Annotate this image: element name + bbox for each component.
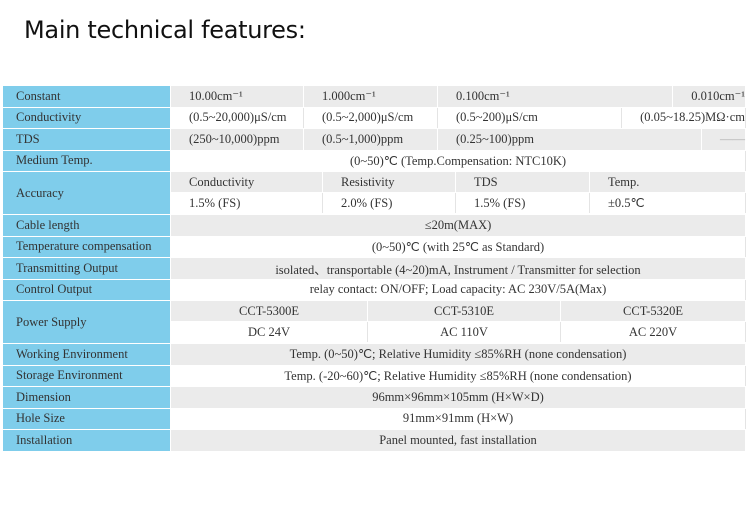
cell: —— [702, 129, 746, 150]
cell: relay contact: ON/OFF; Load capacity: AC… [171, 279, 746, 300]
row-label: Cable length [3, 215, 171, 236]
row-label: Working Environment [3, 344, 171, 365]
row-accuracy: Accuracy Conductivity Resistivity TDS Te… [3, 172, 746, 215]
cell: ±0.5℃ [590, 193, 746, 213]
row-label: Accuracy [3, 172, 171, 214]
cell: 1.5% (FS) [456, 193, 590, 213]
row-label: TDS [3, 129, 171, 150]
row-storage: Storage Environment Temp. (-20~60)℃; Rel… [3, 365, 746, 387]
cell: 2.0% (FS) [323, 193, 456, 213]
cell: Conductivity [171, 172, 323, 192]
cell: (0.5~20,000)μS/cm [171, 107, 304, 128]
cell: Temp. (-20~60)℃; Relative Humidity ≤85%R… [171, 365, 746, 386]
row-installation: Installation Panel mounted, fast install… [3, 430, 746, 452]
row-medium-temp: Medium Temp. (0~50)℃ (Temp.Compensation:… [3, 150, 746, 172]
row-label: Conductivity [3, 107, 171, 128]
row-label: Temperature compensation [3, 236, 171, 257]
row-label: Installation [3, 430, 171, 451]
row-label: Constant [3, 86, 171, 107]
cell: 0.100cm⁻¹ [438, 86, 674, 107]
row-label: Storage Environment [3, 365, 171, 386]
spec-table: Constant 10.00cm⁻¹ 1.000cm⁻¹ 0.100cm⁻¹ 0… [3, 86, 746, 452]
cell: 10.00cm⁻¹ [171, 86, 304, 107]
cell: (0.5~1,000)ppm [304, 129, 438, 150]
cell: (0.05~18.25)MΩ·cm [622, 107, 746, 128]
cell: Resistivity [323, 172, 456, 192]
cell: (0.5~2,000)μS/cm [304, 107, 438, 128]
cell: Temp. [590, 172, 746, 192]
cell: (0~50)℃ (with 25℃ as Standard) [171, 236, 746, 257]
cell: ≤20m(MAX) [171, 215, 746, 236]
cell: (0.5~200)μS/cm [438, 107, 623, 128]
cell: 0.010cm⁻¹ [673, 86, 746, 107]
row-control: Control Output relay contact: ON/OFF; Lo… [3, 279, 746, 301]
cell: Temp. (0~50)℃; Relative Humidity ≤85%RH … [171, 344, 746, 365]
cell: AC 110V [368, 322, 561, 342]
row-transmitting: Transmitting Output isolated、transportab… [3, 258, 746, 280]
cell: 91mm×91mm (H×W) [171, 408, 746, 429]
cell: TDS [456, 172, 590, 192]
row-label: Power Supply [3, 301, 171, 343]
row-working: Working Environment Temp. (0~50)℃; Relat… [3, 344, 746, 366]
cell: CCT-5310E [368, 301, 561, 321]
row-label: Dimension [3, 387, 171, 408]
cell: CCT-5320E [561, 301, 746, 321]
cell: 1.000cm⁻¹ [304, 86, 438, 107]
row-label: Medium Temp. [3, 150, 171, 171]
cell: AC 220V [561, 322, 746, 342]
row-constant: Constant 10.00cm⁻¹ 1.000cm⁻¹ 0.100cm⁻¹ 0… [3, 86, 746, 108]
row-cable: Cable length ≤20m(MAX) [3, 215, 746, 237]
cell: Panel mounted, fast installation [171, 430, 746, 451]
cell: (0.25~100)ppm [438, 129, 702, 150]
row-label: Transmitting Output [3, 258, 171, 279]
cell: CCT-5300E [171, 301, 368, 321]
row-label: Hole Size [3, 408, 171, 429]
row-dimension: Dimension 96mm×96mm×105mm (H×W×D) [3, 387, 746, 409]
cell: (250~10,000)ppm [171, 129, 304, 150]
row-conductivity: Conductivity (0.5~20,000)μS/cm (0.5~2,00… [3, 107, 746, 129]
cell: 1.5% (FS) [171, 193, 323, 213]
row-temp-comp: Temperature compensation (0~50)℃ (with 2… [3, 236, 746, 258]
row-power: Power Supply CCT-5300E CCT-5310E CCT-532… [3, 301, 746, 344]
row-tds: TDS (250~10,000)ppm (0.5~1,000)ppm (0.25… [3, 129, 746, 151]
cell: (0~50)℃ (Temp.Compensation: NTC10K) [171, 150, 746, 171]
cell: 96mm×96mm×105mm (H×W×D) [171, 387, 746, 408]
row-hole: Hole Size 91mm×91mm (H×W) [3, 408, 746, 430]
page-title: Main technical features: [24, 16, 306, 44]
row-label: Control Output [3, 279, 171, 300]
cell: DC 24V [171, 322, 368, 342]
cell: isolated、transportable (4~20)mA, Instrum… [171, 258, 746, 279]
